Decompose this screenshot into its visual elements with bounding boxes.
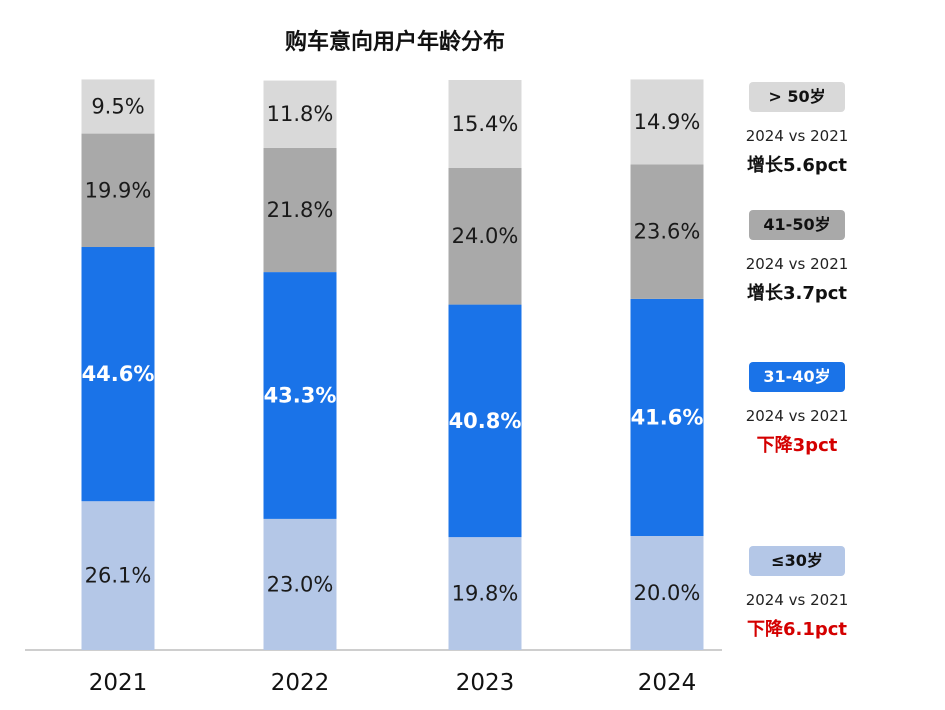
annotation-change-2: 下降3pct xyxy=(756,435,838,456)
annotation-change-0: 增长5.6pct xyxy=(746,155,848,176)
annotation-comparison-2: 2024 vs 2021 xyxy=(745,407,849,425)
bar-2022-series-3 xyxy=(263,80,337,148)
data-label-2022-series-3: 11.8% xyxy=(267,102,334,126)
bar-2023-series-1 xyxy=(448,304,522,538)
bar-2022-series-1 xyxy=(263,272,337,519)
legend-badge-1: 41-50岁 xyxy=(749,210,845,240)
legend-badge-0: > 50岁 xyxy=(749,82,845,112)
bar-2023-series-2 xyxy=(448,167,522,305)
data-label-2021-series-2: 19.9% xyxy=(85,178,152,202)
data-label-2024-series-2: 23.6% xyxy=(634,220,701,244)
annotation-comparison-3: 2024 vs 2021 xyxy=(745,591,849,609)
legend-badge-2: 31-40岁 xyxy=(749,362,845,392)
data-label-2024-series-0: 20.0% xyxy=(634,581,701,605)
bar-2022-series-2 xyxy=(263,147,337,273)
annotation-comparison-1: 2024 vs 2021 xyxy=(745,255,849,273)
bar-2021-series-2 xyxy=(81,133,155,248)
data-label-2024-series-1: 41.6% xyxy=(631,405,704,429)
x-tick-label-2024: 2024 xyxy=(638,670,697,696)
data-label-2022-series-1: 43.3% xyxy=(264,383,337,407)
data-label-2023-series-3: 15.4% xyxy=(452,112,519,136)
bar-2024-series-1 xyxy=(630,298,704,536)
bar-2024-series-3 xyxy=(630,79,704,165)
annotation-comparison-0: 2024 vs 2021 xyxy=(745,127,849,145)
x-tick-label-2023: 2023 xyxy=(456,670,515,696)
bar-2021-series-0 xyxy=(81,501,155,650)
x-tick-label-2022: 2022 xyxy=(271,670,330,696)
data-label-2023-series-1: 40.8% xyxy=(449,409,522,433)
x-tick-label-2021: 2021 xyxy=(89,670,148,696)
bar-2021-series-3 xyxy=(81,79,155,134)
legend-badge-3: ≤30岁 xyxy=(749,546,845,576)
annotation-change-1: 增长3.7pct xyxy=(746,283,848,304)
bar-2024-series-2 xyxy=(630,164,704,299)
annotation-change-3: 下降6.1pct xyxy=(746,619,848,640)
bar-2023-series-0 xyxy=(448,537,522,650)
data-label-2023-series-0: 19.8% xyxy=(452,582,519,606)
data-label-2021-series-1: 44.6% xyxy=(82,362,155,386)
data-label-2021-series-3: 9.5% xyxy=(91,95,144,119)
data-label-2024-series-3: 14.9% xyxy=(634,110,701,134)
bar-2024-series-0 xyxy=(630,536,704,650)
data-label-2022-series-0: 23.0% xyxy=(267,572,334,596)
bar-2021-series-1 xyxy=(81,247,155,502)
bar-2023-series-3 xyxy=(448,80,522,168)
data-label-2021-series-0: 26.1% xyxy=(85,564,152,588)
chart-title: 购车意向用户年龄分布 xyxy=(284,30,505,55)
bar-2022-series-0 xyxy=(263,518,337,650)
data-label-2023-series-2: 24.0% xyxy=(452,224,519,248)
data-label-2022-series-2: 21.8% xyxy=(267,198,334,222)
